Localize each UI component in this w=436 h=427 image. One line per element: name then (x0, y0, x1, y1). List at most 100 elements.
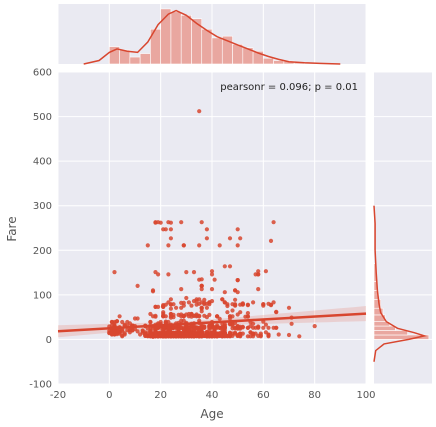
scatter-point (263, 322, 268, 327)
scatter-point (209, 287, 215, 292)
scatter-point (127, 330, 132, 335)
scatter-point (207, 334, 212, 339)
scatter-point (127, 321, 132, 326)
scatter-point (114, 332, 120, 337)
scatter-point (209, 269, 215, 274)
y-tick-label: 400 (33, 157, 52, 168)
scatter-point (271, 220, 276, 225)
x-tick-labels: -20 0 20 40 60 80 100 (50, 390, 376, 401)
scatter-point (261, 325, 266, 330)
scatter-point (235, 312, 240, 317)
scatter-point (240, 301, 245, 306)
marginal-x-bar (263, 57, 274, 65)
scatter-point (135, 283, 140, 288)
scatter-point (179, 325, 184, 330)
scatter-point (271, 300, 276, 305)
marginal-x-histogram (109, 8, 315, 65)
scatter-point (220, 326, 225, 331)
scatter-point (204, 305, 209, 310)
scatter-point (132, 327, 138, 332)
scatter-point (199, 220, 204, 225)
scatter-point (266, 332, 271, 337)
scatter-point (161, 303, 166, 309)
marginal-y-bar (373, 325, 396, 331)
scatter-point (158, 220, 163, 225)
scatter-point (222, 264, 227, 269)
scatter-point (202, 297, 207, 302)
scatter-point (204, 315, 209, 320)
marginal-x-bar (119, 49, 131, 65)
scatter-points (107, 109, 317, 339)
y-axis-label: Fare (5, 216, 19, 241)
scatter-point (202, 333, 207, 338)
scatter-point (145, 326, 150, 331)
scatter-point (207, 325, 212, 330)
scatter-point (168, 311, 173, 317)
scatter-point (168, 220, 173, 225)
scatter-point (191, 324, 197, 329)
scatter-point (204, 236, 209, 241)
x-tick-label: 20 (154, 390, 167, 401)
marginal-y-bar (373, 330, 408, 336)
y-tick-label: 300 (33, 201, 52, 212)
scatter-point (202, 302, 207, 307)
scatter-point (163, 320, 168, 325)
scatter-point (197, 277, 202, 282)
marginal-x-kde-line (83, 9, 341, 65)
scatter-point (168, 227, 173, 232)
marginal-x-bar (170, 11, 182, 65)
scatter-point (197, 109, 202, 114)
scatter-point (191, 270, 197, 275)
scatter-point (235, 324, 240, 329)
scatter-point (112, 270, 117, 275)
scatter-point (220, 297, 225, 302)
scatter-point (199, 305, 204, 310)
scatter-point (179, 331, 184, 336)
marginal-x-bar (201, 28, 213, 65)
scatter-point (181, 314, 186, 319)
scatter-point (297, 334, 302, 339)
scatter-point (230, 308, 235, 313)
scatter-point (166, 272, 171, 277)
scatter-point (212, 325, 217, 330)
scatter-point (271, 325, 276, 330)
scatter-point (225, 310, 230, 315)
scatter-point (263, 269, 268, 274)
scatter-point (233, 302, 238, 307)
scatter-point (168, 236, 173, 241)
scatter-point (266, 325, 271, 330)
scatter-point (109, 331, 114, 336)
scatter-point (202, 325, 207, 330)
scatter-point (161, 332, 166, 338)
scatter-point (225, 303, 230, 309)
scatter-point (233, 297, 238, 302)
scatter-point (261, 302, 266, 307)
scatter-point (197, 318, 202, 323)
scatter-point (268, 238, 274, 243)
scatter-point (215, 314, 220, 319)
scatter-point (168, 315, 173, 320)
marginal-x-bar (129, 56, 141, 65)
scatter-point (248, 334, 253, 339)
scatter-point (194, 297, 199, 302)
scatter-point (286, 305, 292, 310)
scatter-point (166, 330, 171, 335)
scatter-point (174, 305, 179, 310)
scatter-point (227, 314, 233, 319)
scatter-point (181, 300, 186, 305)
scatter-point (258, 333, 263, 338)
scatter-point (194, 313, 199, 318)
scatter-point (286, 332, 292, 338)
scatter-point (274, 310, 279, 315)
scatter-point (253, 272, 258, 277)
scatter-point (168, 297, 173, 302)
scatter-point (176, 312, 181, 317)
scatter-point (166, 243, 171, 248)
scatter-point (266, 301, 271, 306)
scatter-point (120, 328, 125, 334)
scatter-point (235, 278, 240, 283)
scatter-point (245, 325, 250, 330)
scatter-point (148, 319, 153, 325)
x-tick-label: 100 (356, 390, 375, 401)
marginal-x-bar (232, 43, 244, 65)
